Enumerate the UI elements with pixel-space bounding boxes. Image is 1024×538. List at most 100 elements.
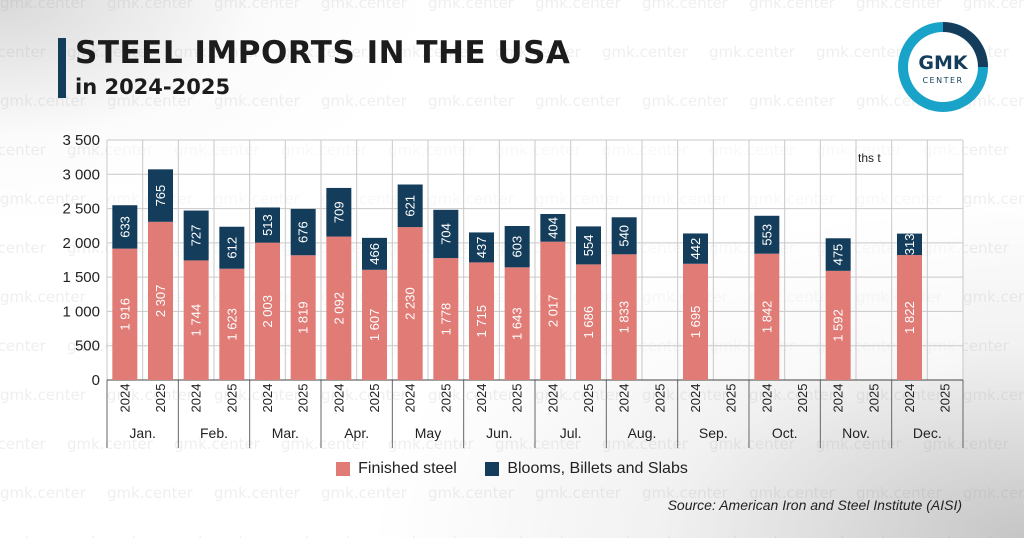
unit-label: ths t (858, 151, 881, 165)
data-label-finished-2024: 2 017 (545, 295, 560, 328)
x-tick-year-label: 2024 (189, 384, 204, 413)
x-tick-year-label: 2024 (902, 384, 917, 413)
bar-blooms-2024 (754, 215, 780, 254)
legend-label-blooms: Blooms, Billets and Slabs (507, 460, 688, 477)
x-tick-month-label: Aug. (628, 425, 657, 441)
bar-blooms-2024 (540, 213, 566, 242)
x-tick-year-label: 2024 (688, 384, 703, 413)
data-label-finished-2025: 1 778 (438, 303, 453, 336)
x-tick-year-label: 2025 (652, 384, 667, 413)
y-tick-label: 1 500 (62, 269, 100, 286)
chart-title: STEEL IMPORTS IN THE USA (75, 35, 571, 71)
logo-text-sub: CENTER (922, 76, 963, 85)
source-note: Source: American Iron and Steel Institut… (667, 497, 962, 513)
bar-blooms-2024 (897, 233, 922, 256)
data-label-blooms-2024: 540 (617, 225, 632, 247)
bar-finished-2025 (290, 255, 316, 380)
x-tick-year-label: 2024 (545, 384, 560, 413)
x-tick-month-label: Dec. (913, 425, 942, 441)
bar-finished-2024 (397, 227, 423, 380)
data-label-finished-2025: 1 686 (581, 306, 596, 339)
data-label-blooms-2025: 765 (153, 185, 168, 207)
bar-blooms-2024 (683, 233, 708, 264)
x-tick-year-label: 2025 (581, 384, 596, 413)
data-label-finished-2024: 2 092 (331, 292, 346, 325)
bar-finished-2025 (362, 269, 387, 380)
title-accent-bar (58, 38, 66, 98)
bar-blooms-2024 (397, 184, 423, 228)
y-tick-label: 1 000 (62, 303, 100, 320)
bar-finished-2024 (326, 236, 352, 380)
x-tick-year-label: 2024 (759, 384, 774, 413)
chart-legend: Finished steel Blooms, Billets and Slabs (0, 460, 1024, 481)
x-tick-year-label: 2024 (474, 384, 489, 413)
x-tick-year-label: 2025 (224, 384, 239, 413)
data-label-blooms-2024: 727 (189, 225, 204, 247)
bar-blooms-2024 (611, 217, 637, 255)
x-tick-year-label: 2025 (510, 384, 525, 413)
bar-blooms-2025 (504, 225, 530, 268)
x-tick-month-label: Nov. (842, 425, 870, 441)
data-label-finished-2024: 1 695 (688, 306, 703, 339)
x-tick-year-label: 2025 (296, 384, 311, 413)
bar-finished-2024 (469, 262, 494, 380)
y-tick-label: 2 500 (62, 201, 100, 218)
bar-finished-2024 (897, 255, 922, 380)
x-tick-year-label: 2024 (617, 384, 632, 413)
data-label-finished-2024: 1 916 (117, 298, 132, 331)
x-tick-year-label: 2024 (331, 384, 346, 413)
bar-blooms-2025 (576, 226, 601, 265)
legend-item-finished: Finished steel (336, 460, 457, 478)
bar-finished-2024 (255, 242, 280, 380)
bar-blooms-2024 (255, 207, 280, 243)
x-tick-month-label: Jan. (129, 425, 155, 441)
bar-finished-2025 (148, 221, 173, 380)
x-tick-year-label: 2024 (260, 384, 275, 413)
bar-blooms-2025 (290, 208, 316, 256)
data-label-finished-2024: 1 744 (189, 304, 204, 337)
data-label-blooms-2025: 554 (581, 235, 596, 257)
x-tick-year-label: 2025 (724, 384, 739, 413)
y-tick-label: 0 (92, 372, 100, 389)
bar-blooms-2025 (433, 209, 459, 259)
data-label-blooms-2024: 313 (902, 233, 917, 255)
legend-label-finished: Finished steel (358, 460, 457, 477)
y-tick-label: 2 000 (62, 235, 100, 252)
data-label-finished-2024: 1 842 (759, 301, 774, 334)
data-label-finished-2025: 1 643 (510, 307, 525, 340)
x-tick-month-label: May (415, 425, 441, 441)
bar-finished-2025 (504, 267, 530, 380)
data-label-finished-2024: 2 003 (260, 295, 275, 328)
data-label-blooms-2024: 513 (260, 214, 275, 236)
x-tick-month-label: Apr. (344, 425, 369, 441)
data-label-blooms-2024: 553 (759, 224, 774, 246)
x-tick-year-label: 2025 (938, 384, 953, 413)
x-tick-month-label: Mar. (272, 425, 299, 441)
y-tick-label: 3 500 (62, 132, 100, 149)
bar-finished-2024 (540, 241, 566, 380)
bar-finished-2024 (183, 260, 209, 380)
data-label-finished-2024: 1 715 (474, 305, 489, 338)
chart-subtitle: in 2024-2025 (75, 75, 231, 99)
gmk-center-logo: GMK CENTER (898, 22, 988, 112)
logo-text-main: GMK (918, 52, 969, 74)
bar-finished-2024 (611, 254, 637, 380)
x-tick-year-label: 2024 (403, 384, 418, 413)
x-tick-year-label: 2024 (831, 384, 846, 413)
bar-finished-2025 (576, 264, 601, 380)
x-tick-year-label: 2025 (866, 384, 881, 413)
bar-blooms-2024 (326, 187, 352, 237)
bar-blooms-2024 (112, 205, 138, 249)
data-label-blooms-2025: 466 (367, 243, 382, 265)
data-label-finished-2025: 2 307 (153, 285, 168, 318)
bar-blooms-2025 (362, 237, 387, 270)
x-tick-year-label: 2025 (367, 384, 382, 413)
data-label-blooms-2024: 621 (403, 195, 418, 217)
bar-finished-2025 (433, 258, 459, 380)
data-label-finished-2025: 1 819 (296, 301, 311, 334)
bar-blooms-2025 (148, 169, 173, 222)
data-label-finished-2024: 1 592 (831, 309, 846, 342)
data-label-blooms-2024: 437 (474, 237, 489, 259)
data-label-blooms-2024: 404 (545, 217, 560, 239)
x-tick-year-label: 2024 (117, 384, 132, 413)
